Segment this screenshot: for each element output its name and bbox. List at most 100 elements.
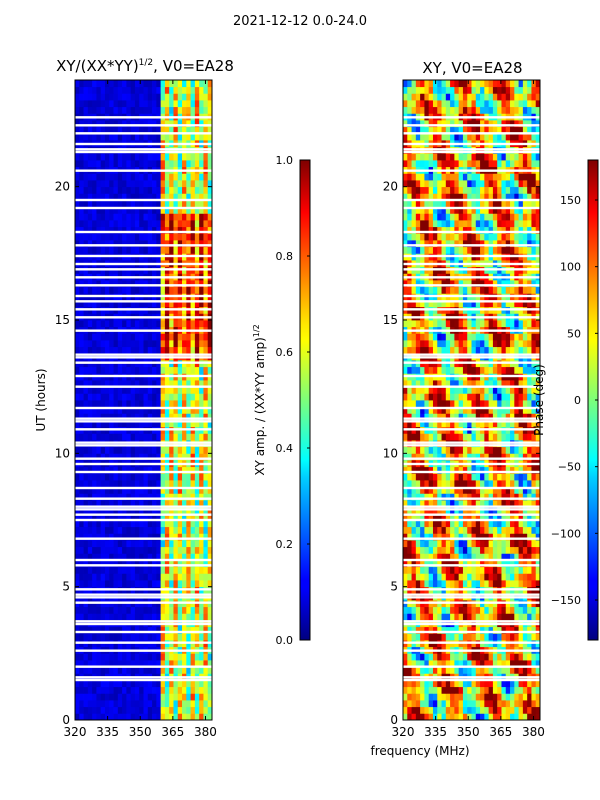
right-heatmap-cell bbox=[445, 553, 451, 561]
left-heatmap-cell bbox=[79, 633, 84, 641]
left-heatmap-cell bbox=[207, 453, 213, 461]
left-heatmap-cell bbox=[75, 466, 80, 474]
left-heatmap-cell bbox=[203, 653, 209, 661]
left-heatmap-cell bbox=[83, 480, 89, 488]
left-heatmap-cell bbox=[83, 453, 89, 461]
right-heatmap-cell bbox=[441, 606, 447, 614]
right-heatmap-cell bbox=[445, 493, 451, 501]
right-heatmap-cell bbox=[415, 540, 421, 548]
left-heatmap-cell bbox=[122, 686, 127, 694]
right-heatmap-cell bbox=[535, 580, 541, 588]
right-heatmap-cell bbox=[462, 513, 468, 521]
left-heatmap-cell bbox=[164, 433, 170, 441]
right-heatmap-cell bbox=[522, 473, 528, 481]
right-heatmap-cell bbox=[420, 560, 425, 568]
left-heatmap-cell bbox=[164, 220, 170, 228]
left-heatmap-cell bbox=[169, 633, 174, 641]
left-heatmap-cell bbox=[160, 240, 166, 248]
right-heatmap-cell bbox=[445, 366, 451, 374]
left-heatmap-cell bbox=[79, 686, 84, 694]
right-heatmap-cell bbox=[535, 520, 541, 528]
right-heatmap-cell bbox=[492, 653, 498, 661]
left-heatmap-cell bbox=[87, 386, 93, 394]
amplitude-axes-frame bbox=[74, 79, 213, 721]
right-heatmap-cell bbox=[475, 386, 481, 394]
left-heatmap-cell bbox=[199, 280, 204, 288]
right-heatmap-cell bbox=[497, 520, 502, 528]
left-heatmap-cell bbox=[143, 526, 149, 534]
left-heatmap-cell bbox=[169, 346, 174, 354]
left-heatmap-cell bbox=[104, 126, 110, 134]
right-heatmap-cell bbox=[480, 566, 485, 574]
right-heatmap-cell bbox=[467, 693, 472, 701]
right-heatmap-cell bbox=[467, 473, 472, 481]
left-heatmap-cell bbox=[186, 566, 191, 574]
left-heatmap-cell bbox=[100, 153, 106, 161]
left-heatmap-cell bbox=[147, 580, 153, 588]
left-heatmap-cell bbox=[194, 500, 200, 508]
left-heatmap-cell bbox=[156, 613, 162, 621]
left-heatmap-cell bbox=[87, 433, 93, 441]
right-heatmap-cell bbox=[403, 346, 408, 354]
right-heatmap-cell bbox=[505, 466, 511, 474]
left-heatmap-cell bbox=[87, 300, 93, 308]
left-heatmap-cell bbox=[130, 693, 136, 701]
left-heatmap-cell bbox=[164, 153, 170, 161]
left-heatmap-cell bbox=[75, 340, 80, 348]
left-heatmap-cell bbox=[134, 533, 140, 541]
left-heatmap-cell bbox=[173, 520, 179, 528]
left-flagged-row bbox=[75, 244, 212, 247]
left-flagged-row bbox=[75, 308, 212, 311]
left-heatmap-cell bbox=[177, 680, 183, 688]
right-heatmap-cell bbox=[420, 666, 425, 674]
left-flagged-row bbox=[75, 148, 212, 151]
left-heatmap-cell bbox=[117, 553, 123, 561]
right-heatmap-cell bbox=[432, 653, 438, 661]
left-heatmap-cell bbox=[83, 400, 89, 408]
left-heatmap-cell bbox=[139, 126, 144, 134]
right-heatmap-cell bbox=[484, 500, 490, 508]
right-heatmap-cell bbox=[407, 500, 412, 508]
right-heatmap-cell bbox=[441, 700, 447, 708]
left-heatmap-cell bbox=[199, 433, 204, 441]
left-heatmap-cell bbox=[100, 480, 106, 488]
right-heatmap-cell bbox=[488, 413, 494, 421]
right-heatmap-cell bbox=[527, 560, 532, 568]
right-heatmap-cell bbox=[432, 473, 438, 481]
right-heatmap-cell bbox=[492, 526, 498, 534]
right-heatmap-cell bbox=[471, 680, 477, 688]
left-heatmap-cell bbox=[100, 653, 106, 661]
left-heatmap-cell bbox=[100, 433, 106, 441]
right-heatmap-cell bbox=[527, 693, 532, 701]
left-heatmap-cell bbox=[190, 280, 196, 288]
left-heatmap-cell bbox=[104, 286, 110, 294]
left-heatmap-cell bbox=[100, 413, 106, 421]
left-heatmap-cell bbox=[87, 660, 93, 668]
left-heatmap-cell bbox=[177, 533, 183, 541]
left-heatmap-cell bbox=[92, 186, 97, 194]
left-heatmap-cell bbox=[75, 700, 80, 708]
right-heatmap-cell bbox=[475, 693, 481, 701]
right-heatmap-cell bbox=[441, 660, 447, 668]
left-heatmap-cell bbox=[160, 280, 166, 288]
right-heatmap-cell bbox=[501, 346, 507, 354]
left-heatmap-cell bbox=[79, 493, 84, 501]
left-heatmap-cell bbox=[134, 446, 140, 454]
left-heatmap-cell bbox=[75, 560, 80, 568]
left-heatmap-cell bbox=[207, 486, 213, 494]
left-heatmap-cell bbox=[79, 320, 84, 328]
left-heatmap-cell bbox=[177, 613, 183, 621]
left-heatmap-cell bbox=[143, 346, 149, 354]
left-heatmap-cell bbox=[160, 220, 166, 228]
right-heatmap-cell bbox=[467, 540, 472, 548]
left-heatmap-cell bbox=[177, 193, 183, 201]
left-heatmap-cell bbox=[190, 433, 196, 441]
right-heatmap-cell bbox=[518, 513, 524, 521]
left-heatmap-cell bbox=[96, 606, 102, 614]
left-heatmap-cell bbox=[92, 540, 97, 548]
left-heatmap-cell bbox=[104, 386, 110, 394]
right-heatmap-cell bbox=[458, 486, 464, 494]
right-heatmap-cell bbox=[497, 580, 502, 588]
left-heatmap-cell bbox=[79, 666, 84, 674]
